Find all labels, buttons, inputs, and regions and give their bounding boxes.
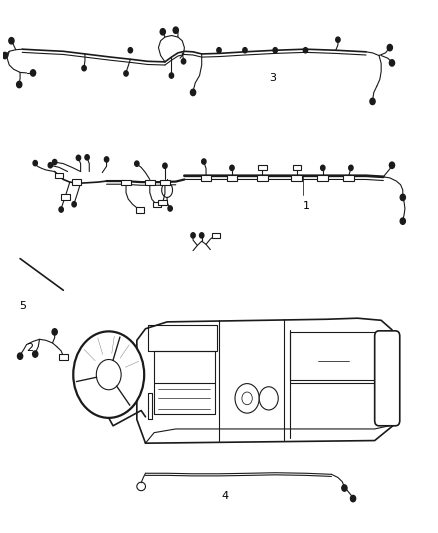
Circle shape xyxy=(387,44,392,51)
Circle shape xyxy=(96,359,121,390)
Circle shape xyxy=(85,155,89,160)
Bar xyxy=(72,180,81,185)
Circle shape xyxy=(191,90,196,95)
Bar xyxy=(145,180,155,185)
Circle shape xyxy=(169,73,173,78)
Circle shape xyxy=(17,82,22,88)
Circle shape xyxy=(400,218,406,224)
Circle shape xyxy=(321,165,325,171)
Circle shape xyxy=(2,52,7,59)
Circle shape xyxy=(235,384,259,413)
Circle shape xyxy=(163,163,167,168)
Circle shape xyxy=(33,160,37,166)
Circle shape xyxy=(217,47,221,53)
Circle shape xyxy=(124,71,128,76)
Bar xyxy=(226,175,237,181)
Bar xyxy=(153,202,162,207)
Text: 4: 4 xyxy=(222,491,229,500)
Bar xyxy=(257,175,268,181)
Bar xyxy=(212,233,220,238)
Bar xyxy=(159,200,167,205)
Bar xyxy=(55,173,64,178)
Bar xyxy=(293,165,301,170)
Circle shape xyxy=(31,70,35,76)
Circle shape xyxy=(370,98,375,104)
Circle shape xyxy=(59,207,64,212)
Circle shape xyxy=(173,27,178,34)
Circle shape xyxy=(202,159,206,164)
FancyBboxPatch shape xyxy=(374,331,400,426)
Circle shape xyxy=(72,201,76,207)
Circle shape xyxy=(168,206,172,211)
Circle shape xyxy=(200,233,204,238)
Circle shape xyxy=(73,332,144,418)
Circle shape xyxy=(18,353,23,359)
Circle shape xyxy=(48,163,53,168)
Circle shape xyxy=(400,194,406,200)
Circle shape xyxy=(9,38,14,44)
Circle shape xyxy=(53,159,57,165)
Circle shape xyxy=(181,59,186,64)
Bar xyxy=(318,175,328,181)
Circle shape xyxy=(336,37,340,42)
Circle shape xyxy=(160,29,166,35)
Bar xyxy=(121,180,131,185)
Bar xyxy=(59,354,67,360)
Circle shape xyxy=(349,165,353,171)
Circle shape xyxy=(230,165,234,171)
Circle shape xyxy=(128,47,133,53)
Circle shape xyxy=(76,155,81,160)
Circle shape xyxy=(134,161,139,166)
Circle shape xyxy=(242,392,252,405)
Circle shape xyxy=(52,329,57,335)
Circle shape xyxy=(243,47,247,53)
Circle shape xyxy=(191,233,195,238)
Circle shape xyxy=(304,47,307,53)
Text: 5: 5 xyxy=(19,301,26,311)
Text: 2: 2 xyxy=(27,343,34,353)
Text: 3: 3 xyxy=(269,72,276,83)
Bar xyxy=(160,180,170,185)
Bar xyxy=(258,165,267,170)
Bar xyxy=(291,175,302,181)
Bar xyxy=(201,175,212,181)
Bar xyxy=(61,194,70,199)
Circle shape xyxy=(32,351,38,357)
Bar xyxy=(343,175,354,181)
Text: 1: 1 xyxy=(304,200,311,211)
Circle shape xyxy=(104,157,109,162)
Circle shape xyxy=(350,495,356,502)
Circle shape xyxy=(82,66,86,71)
Circle shape xyxy=(259,387,278,410)
Circle shape xyxy=(389,162,395,168)
Circle shape xyxy=(273,47,277,53)
Circle shape xyxy=(342,485,347,491)
Circle shape xyxy=(389,60,395,66)
Bar xyxy=(135,207,144,213)
